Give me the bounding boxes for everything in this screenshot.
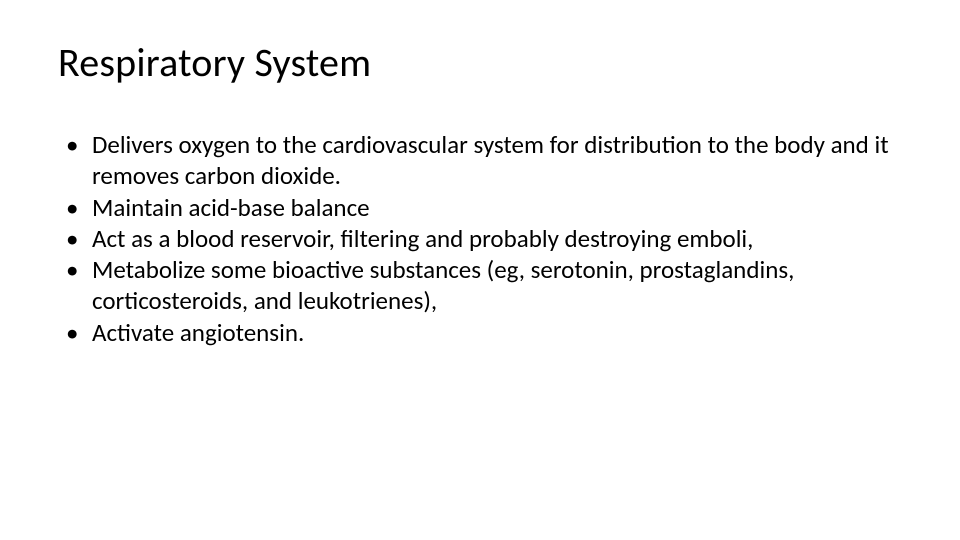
slide: Respiratory System Delivers oxygen to th… <box>0 0 960 540</box>
slide-title: Respiratory System <box>58 38 902 87</box>
bullet-item: Activate angiotensin. <box>66 317 902 348</box>
bullet-item: Delivers oxygen to the cardiovascular sy… <box>66 129 902 192</box>
bullet-item: Metabolize some bioactive substances (eg… <box>66 254 902 317</box>
bullet-item: Maintain acid-base balance <box>66 192 902 223</box>
bullet-list: Delivers oxygen to the cardiovascular sy… <box>58 129 902 348</box>
bullet-item: Act as a blood reservoir, filtering and … <box>66 223 902 254</box>
